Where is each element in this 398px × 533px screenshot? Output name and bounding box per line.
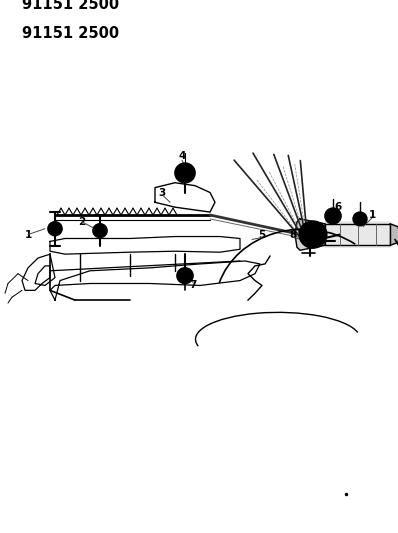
Text: 2: 2 <box>78 217 86 227</box>
Circle shape <box>304 232 316 244</box>
Circle shape <box>353 212 367 226</box>
Circle shape <box>96 227 103 234</box>
Text: 3: 3 <box>158 188 166 198</box>
Circle shape <box>325 208 341 224</box>
Circle shape <box>175 163 195 183</box>
Text: 1: 1 <box>369 210 376 220</box>
Polygon shape <box>295 219 325 250</box>
Circle shape <box>51 225 59 232</box>
Text: 4: 4 <box>178 151 186 161</box>
Circle shape <box>93 224 107 238</box>
Circle shape <box>329 212 337 220</box>
Text: 6: 6 <box>334 202 341 212</box>
Circle shape <box>181 272 189 280</box>
Circle shape <box>299 221 327 248</box>
Text: 5: 5 <box>258 230 265 239</box>
Polygon shape <box>390 224 398 245</box>
Text: 7: 7 <box>189 280 197 290</box>
Text: 8: 8 <box>289 230 297 239</box>
Circle shape <box>309 231 317 238</box>
Circle shape <box>48 222 62 236</box>
Circle shape <box>180 168 190 178</box>
Polygon shape <box>325 222 395 247</box>
Text: 91151 2500: 91151 2500 <box>22 26 119 41</box>
Text: 1: 1 <box>24 230 31 239</box>
Circle shape <box>357 216 363 222</box>
Circle shape <box>305 227 321 243</box>
Circle shape <box>177 268 193 284</box>
Text: 91151 2500: 91151 2500 <box>22 0 119 12</box>
